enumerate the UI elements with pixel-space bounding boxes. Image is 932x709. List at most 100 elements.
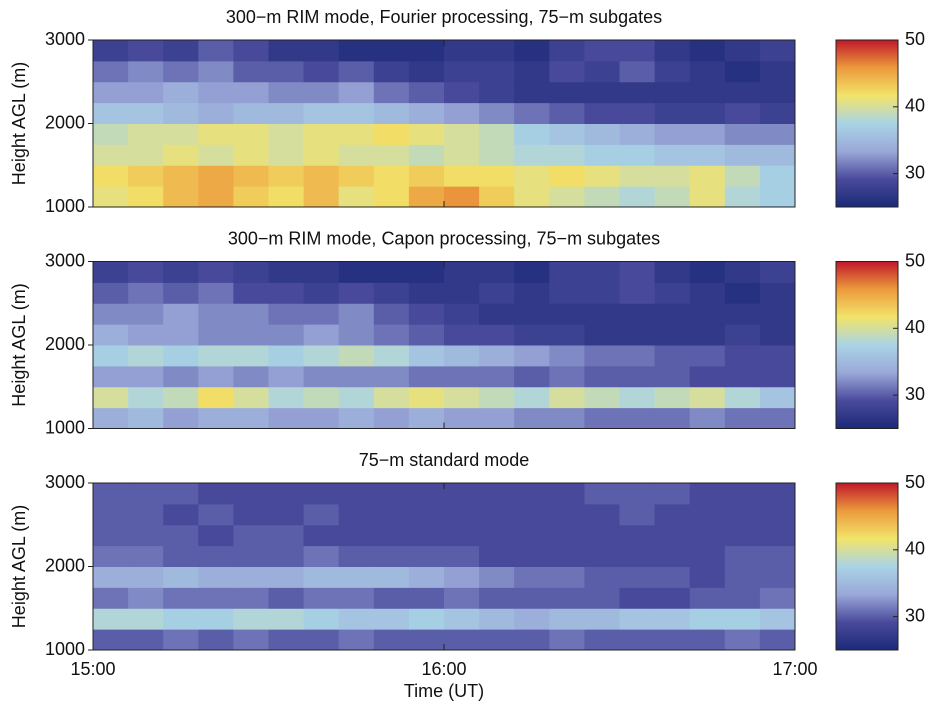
heat-cell	[620, 408, 656, 429]
heat-cell	[549, 103, 585, 124]
heat-cell	[128, 303, 164, 324]
colorbar-tick-label: 50	[905, 29, 925, 49]
heat-cell	[620, 103, 656, 124]
heat-cell	[93, 504, 129, 525]
heat-cell	[725, 61, 761, 82]
heat-cell	[269, 525, 305, 546]
y-tick-label: 3000	[45, 472, 85, 492]
heat-cell	[93, 345, 129, 366]
heat-cell	[304, 504, 340, 525]
heat-cell	[269, 324, 305, 345]
heat-cell	[655, 124, 691, 145]
heat-cell	[339, 324, 375, 345]
heat-cell	[163, 165, 199, 186]
heat-cell	[163, 408, 199, 429]
heat-cell	[198, 525, 234, 546]
heat-cell	[444, 262, 480, 283]
heat-cell	[549, 387, 585, 408]
heat-cell	[725, 303, 761, 324]
heat-cell	[655, 165, 691, 186]
heat-cell	[163, 262, 199, 283]
heat-cell	[514, 103, 550, 124]
heat-cell	[760, 324, 796, 345]
heat-cell	[479, 608, 515, 629]
heat-cell	[760, 483, 796, 504]
heat-cell	[409, 186, 445, 207]
heat-cell	[549, 144, 585, 165]
y-tick-label: 2000	[45, 555, 85, 575]
heat-cell	[339, 546, 375, 567]
heat-cell	[163, 608, 199, 629]
heat-cell	[409, 387, 445, 408]
heat-cell	[93, 40, 129, 61]
heat-cell	[339, 387, 375, 408]
heat-cell	[655, 408, 691, 429]
heat-cell	[233, 303, 269, 324]
heat-cell	[549, 262, 585, 283]
heat-cell	[725, 186, 761, 207]
colorbar	[836, 262, 898, 429]
heat-cell	[655, 567, 691, 588]
heat-cell	[584, 40, 620, 61]
heat-cell	[584, 82, 620, 103]
heat-cell	[409, 165, 445, 186]
heat-cell	[620, 366, 656, 387]
heat-cell	[374, 525, 410, 546]
heat-cell	[514, 387, 550, 408]
heat-cell	[584, 103, 620, 124]
heat-cell	[620, 303, 656, 324]
heat-cell	[690, 144, 726, 165]
heat-cell	[269, 408, 305, 429]
heat-cell	[620, 608, 656, 629]
heat-cell	[444, 61, 480, 82]
heat-cell	[549, 366, 585, 387]
heat-cell	[93, 103, 129, 124]
heat-cell	[304, 124, 340, 145]
heat-cell	[269, 366, 305, 387]
heat-cell	[163, 567, 199, 588]
heat-cell	[725, 546, 761, 567]
heat-cell	[339, 40, 375, 61]
heat-cell	[233, 324, 269, 345]
heat-cell	[339, 144, 375, 165]
heat-cell	[584, 186, 620, 207]
heat-cell	[725, 366, 761, 387]
heat-cell	[198, 608, 234, 629]
heat-cell	[655, 282, 691, 303]
y-axis-label: Height AGL (m)	[9, 62, 29, 185]
heat-cell	[233, 408, 269, 429]
heat-cell	[93, 282, 129, 303]
heat-cell	[163, 324, 199, 345]
heat-cell	[620, 262, 656, 283]
heat-cell	[339, 165, 375, 186]
heat-cell	[444, 567, 480, 588]
heat-cell	[655, 629, 691, 650]
heat-cell	[128, 366, 164, 387]
heat-cell	[304, 587, 340, 608]
heat-cell	[198, 546, 234, 567]
heat-cell	[233, 144, 269, 165]
colorbar	[836, 483, 898, 650]
heat-cell	[233, 546, 269, 567]
heat-cell	[479, 40, 515, 61]
heat-cell	[128, 103, 164, 124]
heat-cell	[690, 262, 726, 283]
colorbar-tick-label: 50	[905, 250, 925, 270]
heat-cell	[198, 262, 234, 283]
heat-cell	[479, 587, 515, 608]
heat-cell	[620, 504, 656, 525]
heat-cell	[479, 282, 515, 303]
heat-cell	[444, 629, 480, 650]
heat-cell	[760, 103, 796, 124]
colorbar-tick-label: 30	[905, 605, 925, 625]
heat-cell	[93, 82, 129, 103]
heat-cell	[444, 504, 480, 525]
heat-cell	[620, 82, 656, 103]
heat-cell	[128, 387, 164, 408]
heat-cell	[93, 546, 129, 567]
heat-cell	[725, 124, 761, 145]
heat-cell	[128, 40, 164, 61]
heat-cell	[514, 608, 550, 629]
colorbar-tick-label: 40	[905, 317, 925, 337]
heat-cell	[655, 525, 691, 546]
